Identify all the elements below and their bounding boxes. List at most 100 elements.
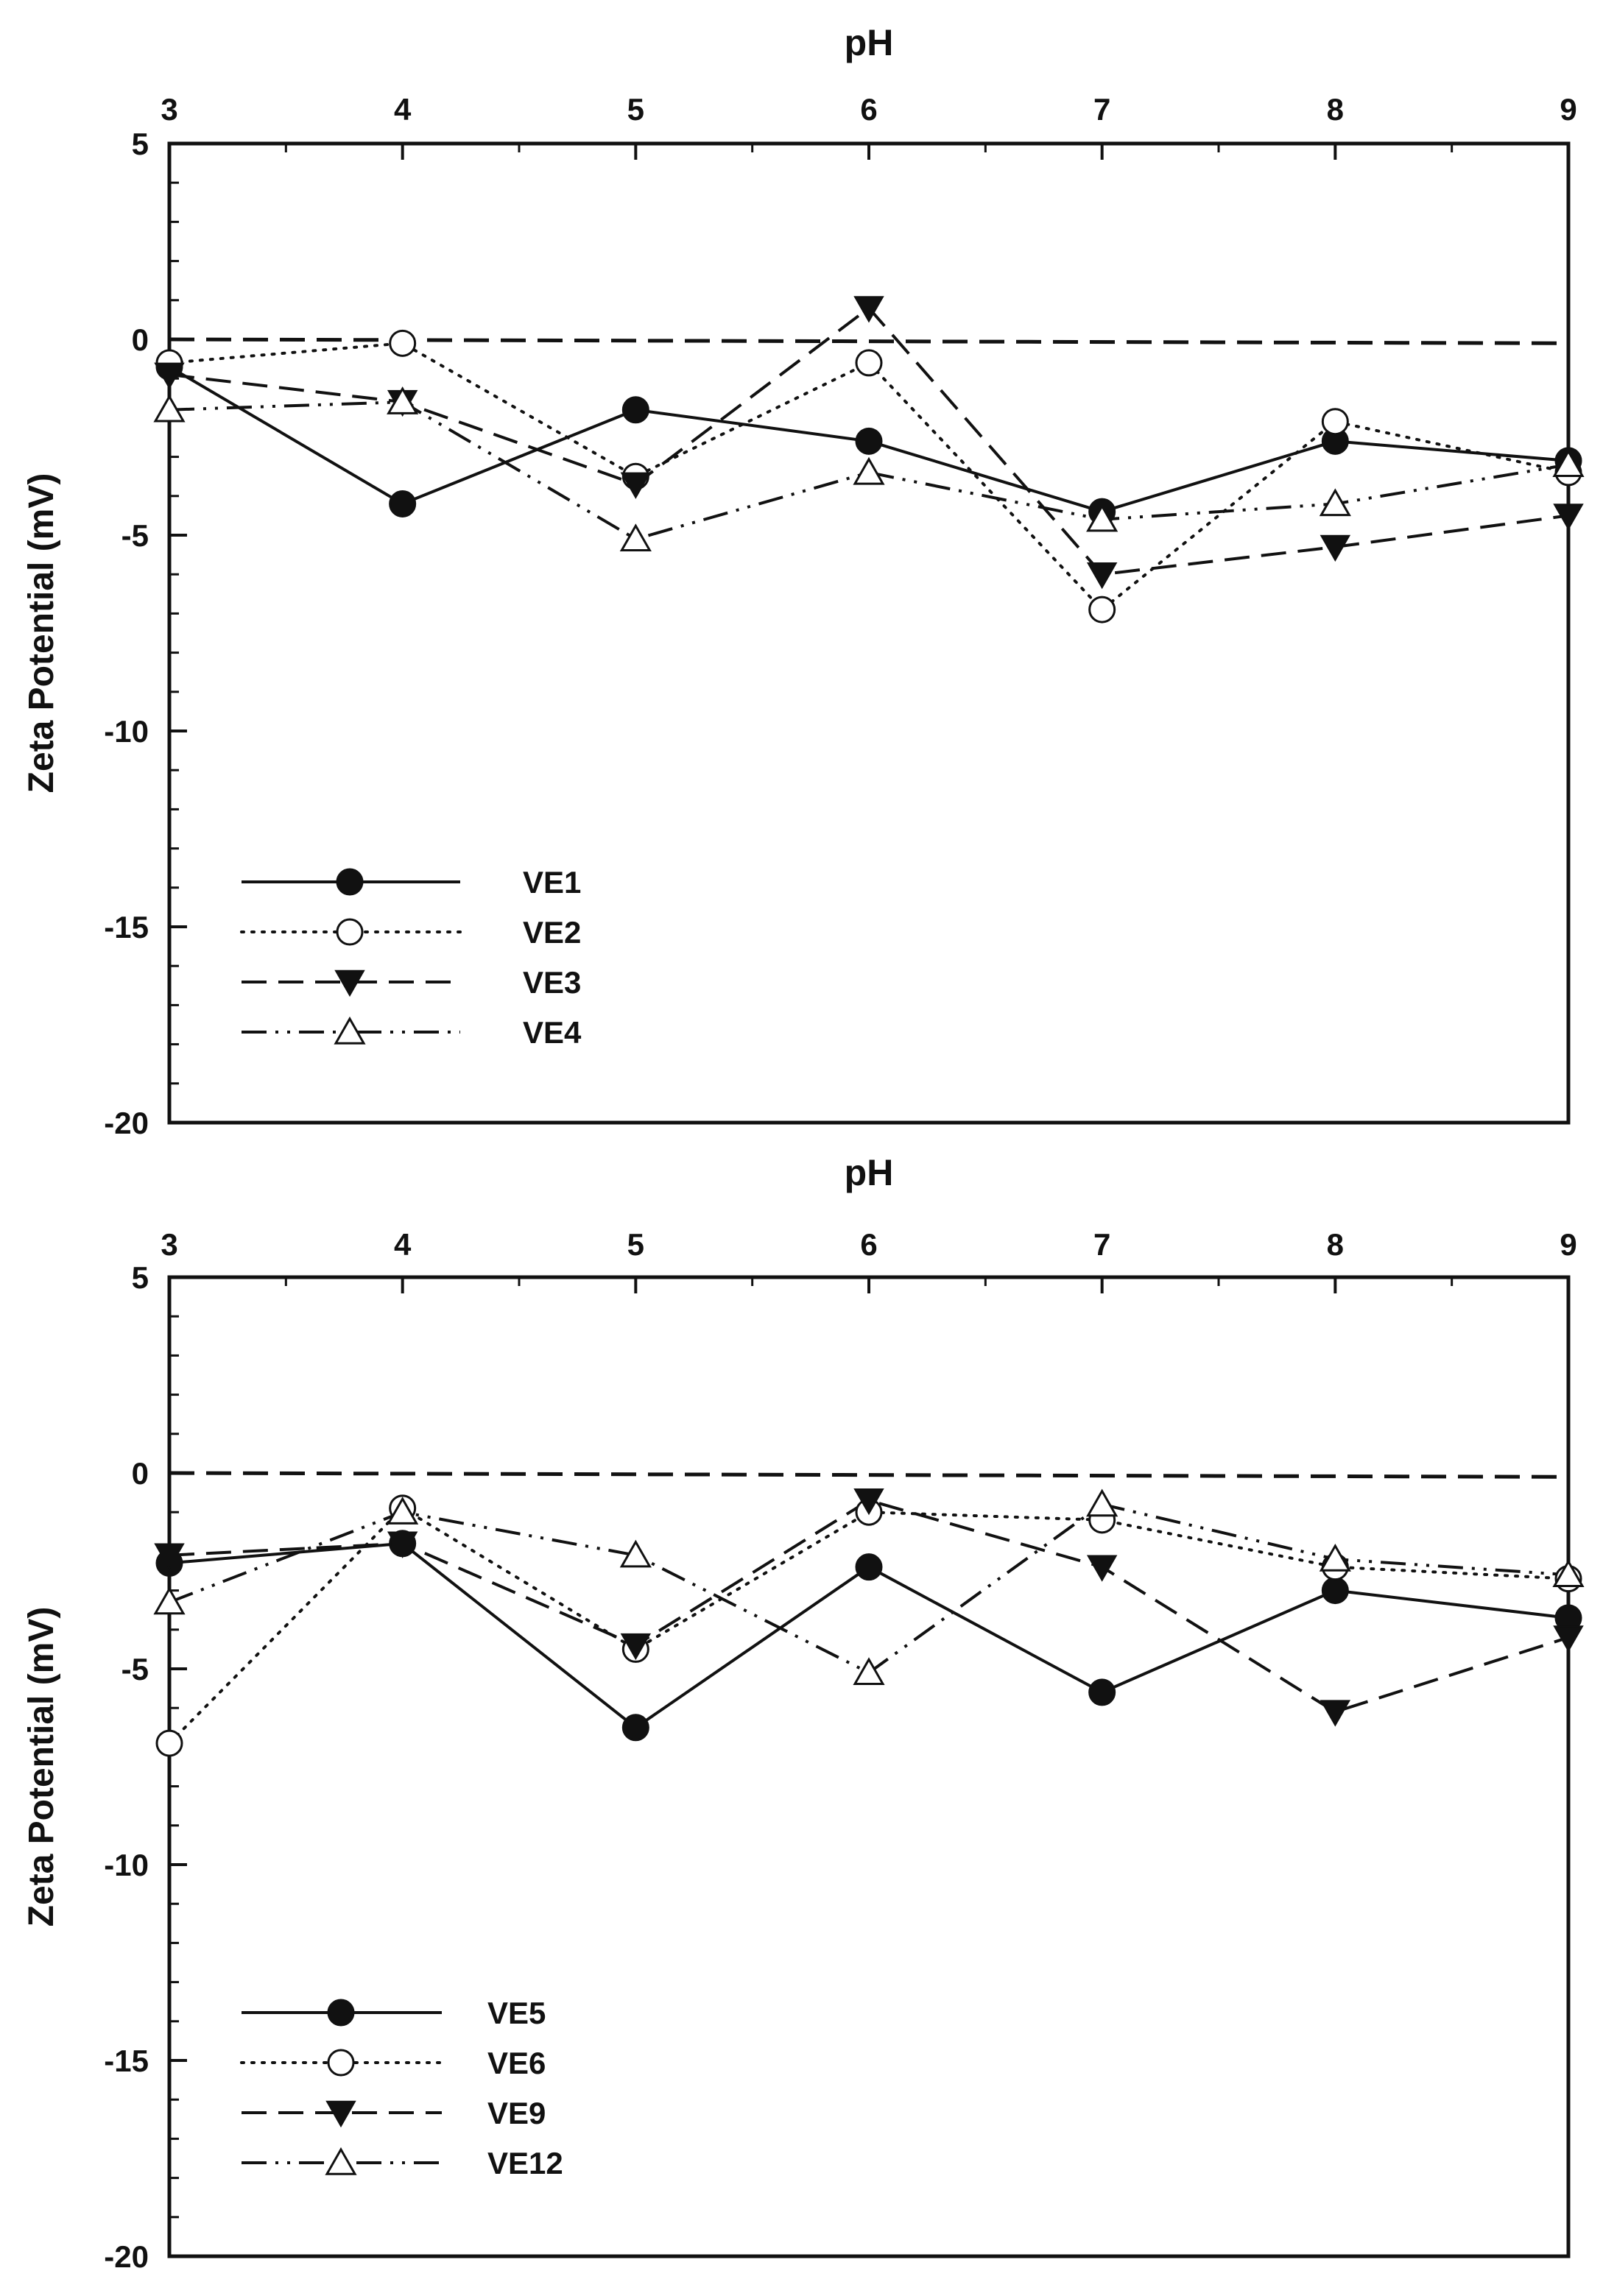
x-tick-label: 8 — [1327, 92, 1344, 127]
legend: VE5 VE6 VE9 VE12 — [240, 1996, 563, 2180]
data-point-ve12 — [619, 1539, 652, 1568]
y-tick-label: -20 — [104, 1106, 149, 1140]
x-tick-label: 5 — [627, 92, 644, 127]
series-markers-ve3 — [154, 296, 1584, 590]
data-point-ve3 — [853, 296, 884, 323]
data-point-ve12 — [1086, 1488, 1118, 1517]
y-tick-label: -10 — [104, 714, 149, 749]
y-tick-label: 0 — [132, 322, 149, 357]
x-tick-label: 5 — [627, 1227, 644, 1262]
series-markers-ve1 — [155, 353, 1582, 526]
data-point-ve5 — [855, 1553, 883, 1581]
data-point-ve12 — [153, 1586, 186, 1615]
legend-marker-ve12 — [325, 2147, 357, 2175]
data-point-ve4 — [153, 394, 186, 423]
x-tick-label: 6 — [860, 92, 877, 127]
legend-label-ve6: VE6 — [487, 2046, 546, 2080]
x-tick-label: 4 — [394, 1227, 412, 1262]
data-point-ve9 — [853, 1488, 884, 1516]
data-point-ve12 — [1319, 1543, 1351, 1572]
x-tick-label: 9 — [1560, 92, 1576, 127]
legend: VE1 VE2 VE3 VE4 — [240, 865, 582, 1050]
data-point-ve4 — [853, 456, 885, 485]
series-markers-ve5 — [155, 1530, 1582, 1742]
legend-label-ve3: VE3 — [523, 965, 581, 1000]
legend-label-ve2: VE2 — [523, 915, 581, 950]
y-tick-label: -5 — [121, 518, 149, 553]
data-point-ve9 — [387, 1531, 418, 1558]
data-point-ve12 — [387, 1497, 419, 1525]
legend-marker-ve4 — [334, 1016, 366, 1045]
x-axis-title: pH — [845, 1152, 894, 1193]
zero-reference-line — [169, 1471, 1569, 1479]
y-tick-label: -15 — [104, 2044, 149, 2078]
y-axis-title: Zeta Potential (mV) — [22, 1607, 61, 1927]
chart-panel-1: pH 3 4 5 6 7 8 9 5 0 -5 -10 -15 -20 Zeta Potential (mV… — [22, 22, 1585, 1140]
legend-marker-ve9 — [325, 2100, 356, 2128]
series-markers-ve6 — [155, 1494, 1582, 1757]
legend-marker-ve6 — [327, 2049, 355, 2077]
data-point-ve4 — [387, 386, 419, 414]
series-markers-ve4 — [153, 386, 1585, 552]
data-point-ve5 — [1321, 1577, 1349, 1605]
data-point-ve3 — [1320, 534, 1351, 562]
x-tick-label: 6 — [860, 1227, 877, 1262]
x-axis-title: pH — [845, 22, 894, 63]
x-tick-label: 8 — [1327, 1227, 1344, 1262]
data-point-ve2 — [1088, 596, 1116, 624]
data-point-ve1 — [855, 427, 883, 455]
data-point-ve12 — [1552, 1559, 1585, 1588]
x-tick-label: 9 — [1560, 1227, 1576, 1262]
x-tick-label: 7 — [1093, 1227, 1110, 1262]
chart-panel-2: pH 3 4 5 6 7 8 9 5 0 -5 -10 -15 -20 Zeta Potential (mV… — [22, 1152, 1585, 2274]
legend-marker-ve1 — [336, 868, 364, 896]
data-point-ve3 — [620, 472, 652, 499]
legend-label-ve5: VE5 — [487, 1996, 546, 2030]
plot-frame — [167, 1275, 1571, 2258]
data-point-ve4 — [619, 523, 652, 552]
y-tick-label: 0 — [132, 1456, 149, 1491]
data-point-ve9 — [154, 1543, 185, 1570]
data-point-ve9 — [1086, 1555, 1118, 1582]
data-point-ve9 — [1320, 1700, 1351, 1727]
y-tick-label: 5 — [132, 127, 149, 161]
series-markers-ve9 — [154, 1488, 1584, 1727]
series-markers-ve12 — [153, 1488, 1585, 1686]
legend-marker-ve2 — [336, 918, 364, 946]
y-axis-title: Zeta Potential (mV) — [22, 473, 61, 794]
data-point-ve3 — [1086, 562, 1118, 590]
legend-label-ve1: VE1 — [523, 865, 581, 900]
data-point-ve9 — [620, 1633, 652, 1661]
data-point-ve2 — [855, 349, 883, 377]
legend-label-ve4: VE4 — [523, 1015, 582, 1050]
legend-label-ve9: VE9 — [487, 2096, 546, 2130]
data-point-ve9 — [1553, 1625, 1584, 1653]
y-tick-label: -5 — [121, 1652, 149, 1686]
x-tick-label: 3 — [161, 92, 177, 127]
data-point-ve12 — [853, 1657, 885, 1686]
data-point-ve3 — [1553, 504, 1584, 531]
series-line-ve6 — [168, 1506, 1570, 1745]
x-tick-label: 3 — [161, 1227, 177, 1262]
data-point-ve2 — [389, 329, 417, 357]
legend-marker-ve5 — [327, 1999, 355, 2027]
y-tick-label: -15 — [104, 910, 149, 944]
data-point-ve4 — [1319, 488, 1351, 517]
legend-label-ve12: VE12 — [487, 2146, 563, 2180]
data-point-ve5 — [621, 1714, 649, 1742]
x-tick-label: 4 — [394, 92, 412, 127]
data-point-ve3 — [154, 362, 185, 389]
data-point-ve4 — [1552, 449, 1585, 477]
series-line-ve12 — [169, 1502, 1569, 1675]
data-point-ve5 — [1088, 1678, 1116, 1706]
y-tick-label: -10 — [104, 1848, 149, 1882]
data-point-ve4 — [1086, 504, 1118, 532]
data-point-ve6 — [155, 1729, 183, 1757]
data-point-ve2 — [1321, 408, 1349, 436]
y-tick-label: -20 — [104, 2239, 149, 2274]
zero-reference-line — [169, 337, 1569, 345]
y-tick-label: 5 — [132, 1260, 149, 1295]
plot-frame — [167, 141, 1571, 1125]
